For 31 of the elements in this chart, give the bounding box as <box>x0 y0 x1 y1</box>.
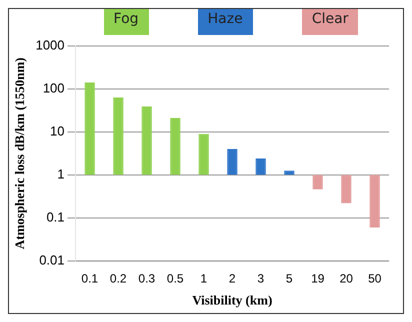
x-tick-label: 50 <box>368 272 382 286</box>
y-tick-label: 1 <box>57 166 65 182</box>
x-tick-label: 2 <box>228 272 236 286</box>
bar <box>113 97 124 175</box>
y-axis-title: Atmospheric loss dB/km (1550nm) <box>12 58 28 250</box>
x-axis-title: Visibility (km) <box>192 292 272 308</box>
bar <box>170 118 180 175</box>
bar <box>341 174 352 204</box>
y-tick-label: 1000 <box>36 37 65 52</box>
bar <box>370 174 380 228</box>
y-tick-label: 0.1 <box>46 210 65 225</box>
text: Haze <box>208 11 243 27</box>
y-tick-label: 0.01 <box>39 252 65 268</box>
text: Fog <box>114 11 139 27</box>
x-tick-label: 0.1 <box>81 272 98 286</box>
x-tick-label: 20 <box>340 272 354 286</box>
bar <box>84 82 95 175</box>
y-tick-label: 10 <box>50 123 65 138</box>
x-tick-label: 5 <box>286 272 293 286</box>
bar <box>142 106 152 175</box>
text: Clear <box>312 11 348 27</box>
bar <box>198 134 209 175</box>
x-tick-label: 0.2 <box>110 272 127 286</box>
x-tick-label: 19 <box>311 272 325 286</box>
x-tick-label: 3 <box>257 272 264 286</box>
bar <box>227 149 238 175</box>
x-tick-label: 0.5 <box>166 272 184 286</box>
y-tick-label: 100 <box>42 80 65 96</box>
x-tick-label: 1 <box>200 272 208 286</box>
bar <box>284 170 294 175</box>
x-tick-label: 0.3 <box>138 272 156 286</box>
